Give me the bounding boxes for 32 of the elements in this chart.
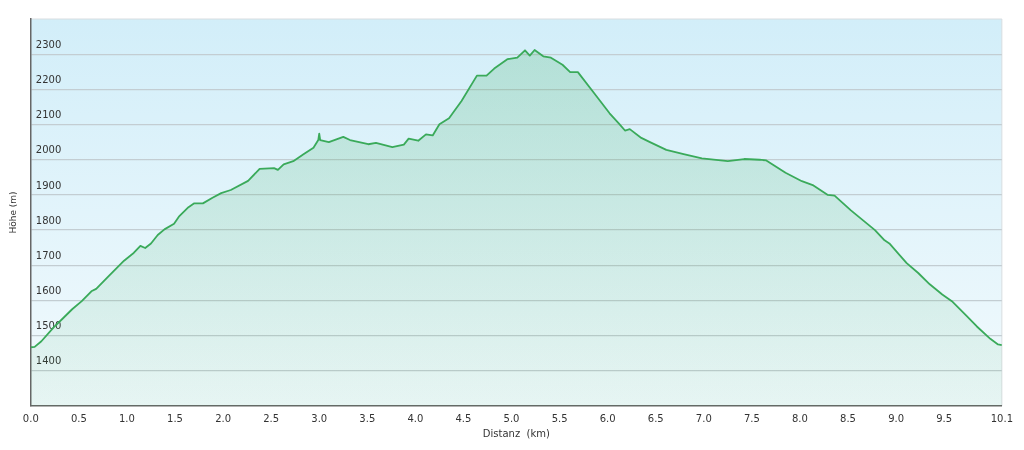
y-tick-label: 1600	[35, 285, 62, 297]
x-tick-label: 5.5	[551, 412, 568, 424]
x-tick-label: 2.0	[215, 412, 232, 424]
x-tick-label: 2.5	[263, 412, 280, 424]
x-tick-label: 1.5	[167, 412, 183, 424]
x-tick-label: 8.0	[792, 412, 808, 424]
x-tick-label: 8.5	[840, 412, 856, 424]
y-tick-label: 2200	[35, 73, 62, 85]
x-tick-label: 4.0	[407, 412, 424, 424]
x-tick-label: 7.5	[743, 412, 760, 424]
y-tick-label: 2100	[35, 109, 62, 121]
x-axis-title: Distanz (km)	[482, 427, 550, 439]
x-tick-label: 6.0	[599, 412, 616, 424]
x-tick-label: 4.5	[455, 412, 472, 424]
x-tick-label: 10.1	[990, 412, 1013, 424]
x-tick-label: 9.5	[936, 412, 953, 424]
y-tick-label: 1700	[35, 249, 62, 261]
y-tick-label: 2000	[35, 144, 62, 156]
x-tick-label: 3.5	[359, 412, 376, 424]
x-tick-label: 0.5	[70, 412, 87, 424]
y-tick-label: 1800	[35, 214, 62, 226]
x-tick-label: 0.0	[22, 412, 39, 424]
x-tick-label: 9.0	[888, 412, 905, 424]
y-tick-label: 1900	[35, 179, 62, 191]
x-tick-label: 1.0	[118, 412, 135, 424]
x-tick-label: 6.5	[647, 412, 664, 424]
y-axis-title: Höhe (m)	[7, 191, 18, 234]
x-tick-label: 7.0	[695, 412, 712, 424]
y-tick-label: 2300	[35, 38, 62, 50]
x-tick-label: 3.0	[311, 412, 328, 424]
y-tick-label: 1400	[35, 355, 62, 367]
x-tick-label: 5.0	[503, 412, 520, 424]
